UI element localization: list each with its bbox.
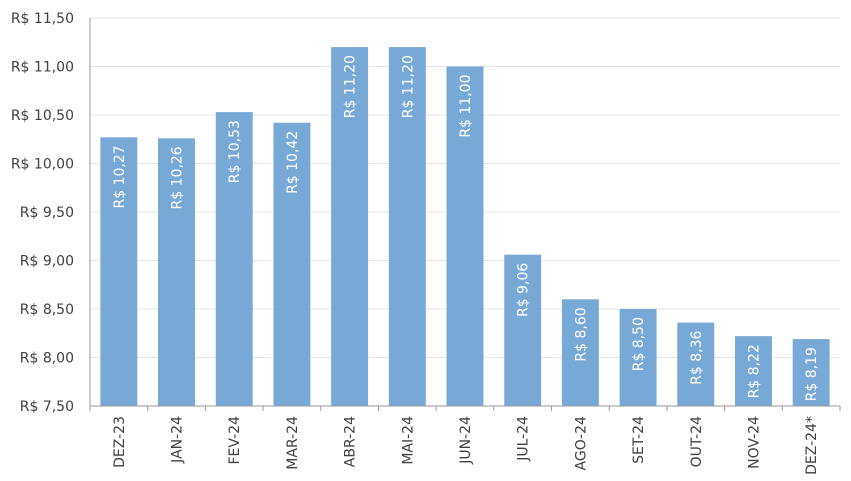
bar [677,322,715,406]
bar-value-label: R$ 10,53 [227,120,243,183]
bar-value-label: R$ 8,22 [746,344,762,398]
bar [158,138,195,406]
bar [561,299,599,406]
bar [504,254,542,406]
y-tick-label: R$ 10,00 [11,157,74,173]
x-tick-label: AGO-24 [573,416,589,471]
bar [792,339,830,406]
bar-value-label: R$ 9,06 [516,263,532,317]
bar-value-label: R$ 8,19 [804,347,820,401]
bar [215,112,253,406]
bar-value-label: R$ 11,00 [458,75,474,138]
bar-value-label: R$ 8,60 [573,307,589,361]
bar-value-label: R$ 11,20 [343,55,359,118]
bar [273,122,311,406]
x-axis-tick-labels: DEZ-23 JAN-24 FEV-24 MAR-24 ABR-24 MAI-24 JUN-… [112,416,820,475]
bar [388,47,426,406]
x-tick-label: MAI-24 [400,416,416,465]
x-tick-label: SET-24 [631,416,647,464]
bar-value-labels: R$ 10,27 R$ 10,26 R$ 10,53 R$ 10,42 R$ 11,20… [112,55,820,401]
bar [446,66,484,406]
y-tick-label: R$ 11,50 [11,11,74,27]
x-tick-label: ABR-24 [343,416,359,467]
y-tick-label: R$ 9,50 [20,205,74,221]
y-tick-label: R$ 8,50 [20,302,74,318]
bar-value-label: R$ 10,42 [285,131,301,194]
bar-value-label: R$ 8,50 [631,317,647,371]
y-axis-tick-labels: R$ 7,50 R$ 8,00 R$ 8,50 R$ 9,00 R$ 9,50 R$ 10… [11,11,74,415]
bar-value-label: R$ 10,27 [112,145,128,208]
bar [619,309,657,406]
bar-value-label: R$ 8,36 [689,330,705,384]
x-tick-label: OUT-24 [689,416,705,467]
bar-value-label: R$ 11,20 [400,55,416,118]
x-tick-label: JUN-24 [458,416,474,465]
x-tick-label: MAR-24 [285,416,301,470]
y-tick-label: R$ 8,00 [20,351,74,367]
x-tick-label: NOV-24 [746,416,762,469]
axes [89,18,841,411]
x-tick-label: DEZ-24* [804,416,820,475]
y-tick-label: R$ 10,50 [11,108,74,124]
bars [100,47,830,406]
x-tick-label: JUL-24 [516,416,532,462]
bar [100,137,138,406]
y-tick-label: R$ 7,50 [20,399,74,415]
y-tick-label: R$ 11,00 [11,60,74,76]
bar [331,47,369,406]
x-tick-label: JAN-24 [170,416,186,464]
bar-value-label: R$ 10,26 [170,146,186,209]
y-tick-label: R$ 9,00 [20,254,74,270]
x-tick-label: FEV-24 [227,416,243,465]
x-tick-label: DEZ-23 [112,416,128,468]
bar [735,336,772,406]
